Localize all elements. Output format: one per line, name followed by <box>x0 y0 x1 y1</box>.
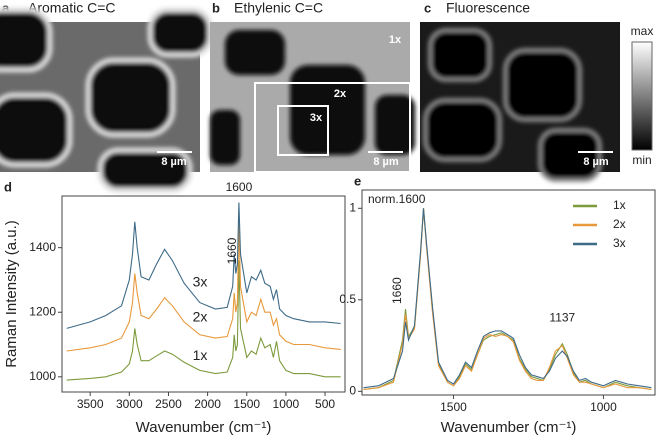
series-label: 1x <box>193 347 208 363</box>
region-label: 3x <box>310 112 323 124</box>
colorbar <box>631 41 653 151</box>
panel-letter: b <box>212 0 220 15</box>
legend-label: 1x <box>613 198 626 212</box>
y-tick-label: 1400 <box>29 240 56 254</box>
x-tick-label: 2500 <box>155 397 182 411</box>
colorbar-max: max <box>631 24 654 38</box>
x-axis-label: Wavenumber (cm⁻¹) <box>441 419 577 436</box>
annotation: 1660 <box>390 277 404 304</box>
image-a <box>0 7 213 193</box>
y-tick-label: 0.5 <box>339 292 356 306</box>
x-tick-label: 1500 <box>233 397 260 411</box>
spectrum-line <box>363 208 652 389</box>
x-tick-label: 3000 <box>116 397 143 411</box>
plot-frame <box>61 195 346 393</box>
plot-frame <box>361 189 656 396</box>
panel-letter: c <box>424 0 431 15</box>
panel-title: Fluorescence <box>446 0 530 16</box>
panel-letter: e <box>354 173 361 188</box>
spectrum-line <box>363 208 652 391</box>
legend-label: 2x <box>613 217 626 231</box>
scale-bar-label: 8 µm <box>373 156 399 168</box>
spectrum-line <box>66 221 341 352</box>
annotation: norm.1600 <box>368 192 426 206</box>
x-tick-label: 500 <box>315 397 335 411</box>
legend-label: 3x <box>613 236 626 250</box>
x-axis-label: Wavenumber (cm⁻¹) <box>136 419 272 436</box>
panel-title: Ethylenic C=C <box>234 0 323 16</box>
x-tick-label: 1500 <box>440 400 467 414</box>
spectrum-line <box>66 260 341 381</box>
x-tick-label: 2000 <box>194 397 221 411</box>
spectrum-line <box>66 202 341 329</box>
x-tick-label: 1000 <box>590 400 617 414</box>
x-tick-label: 3500 <box>77 397 104 411</box>
image-c <box>420 22 620 182</box>
annotation: 1137 <box>549 310 575 324</box>
annotation: 1600 <box>226 180 253 194</box>
spectrum-line <box>363 208 652 391</box>
scale-bar-label: 8 µm <box>583 156 609 168</box>
y-tick-label: 1200 <box>29 304 56 318</box>
y-tick-label: 1000 <box>29 369 56 383</box>
colorbar-min: min <box>632 153 651 167</box>
series-label: 2x <box>193 309 208 325</box>
y-tick-label: 1 <box>349 200 356 214</box>
panel-letter: d <box>4 179 12 194</box>
image-b <box>210 22 415 173</box>
panel-title: Aromatic C=C <box>28 0 116 16</box>
y-tick-label: 0 <box>349 384 356 398</box>
x-tick-label: 1000 <box>273 397 300 411</box>
y-axis-label: Raman Intensity (a.u.) <box>3 220 20 368</box>
scale-bar-label: 8 µm <box>161 156 187 168</box>
region-label: 2x <box>334 88 347 100</box>
series-label: 3x <box>193 273 208 289</box>
annotation: 1660 <box>225 237 239 264</box>
region-label: 1x <box>389 34 402 46</box>
